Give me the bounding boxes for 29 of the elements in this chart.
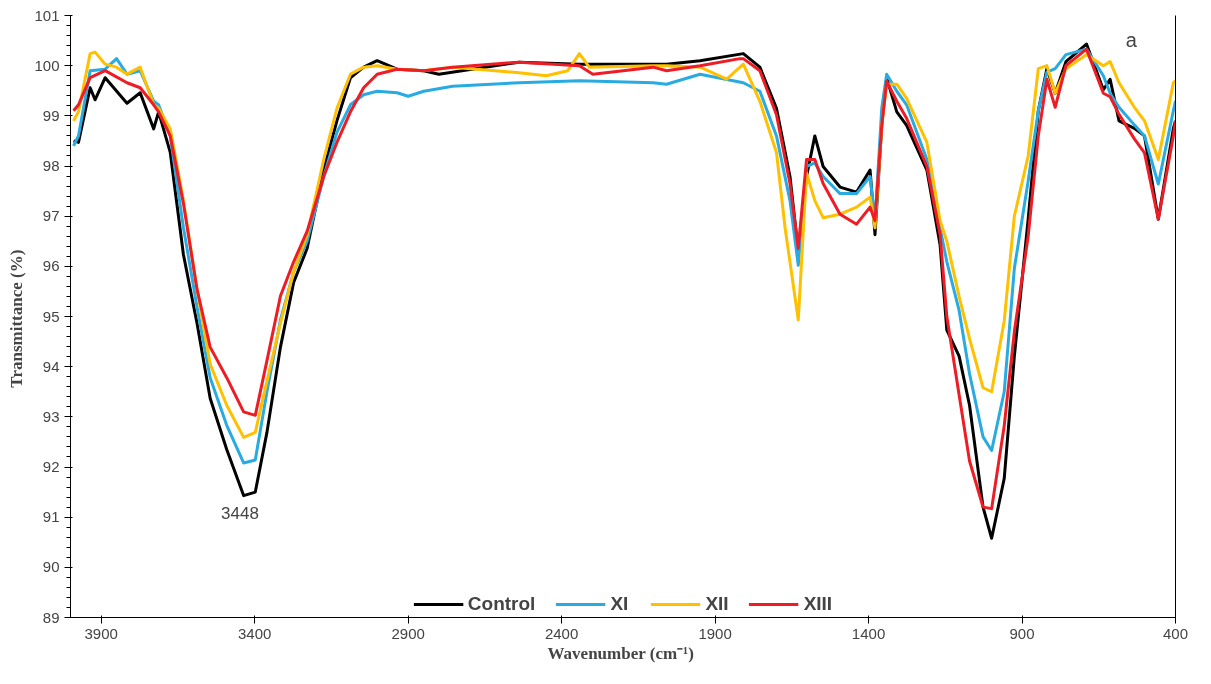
legend-label: XI	[610, 593, 630, 615]
x-tick-label: 1900	[698, 624, 732, 642]
y-tick-label: 89	[42, 608, 60, 626]
x-tick-label: 400	[1162, 624, 1189, 642]
x-axis-title: Wavenumber (cm⁻¹)	[547, 643, 694, 663]
y-axis-title: Transmittance (%)	[7, 249, 27, 388]
y-tick-label: 100	[34, 56, 60, 74]
annotation: a	[1125, 28, 1138, 51]
y-tick-label: 96	[42, 257, 60, 275]
x-tick-label: 3400	[237, 624, 272, 642]
y-tick-label: 95	[42, 307, 60, 325]
y-tick-label: 93	[42, 407, 60, 425]
y-tick-label: 101	[34, 6, 60, 24]
y-tick-label: 98	[42, 157, 60, 174]
x-tick-label: 2900	[391, 624, 425, 642]
y-tick-label: 97	[42, 207, 60, 225]
y-tick-label: 92	[42, 458, 60, 475]
y-tick-label: 94	[42, 357, 60, 375]
y-tick-label: 99	[42, 106, 60, 124]
y-tick-label: 90	[42, 558, 60, 576]
x-tick-label: 900	[1009, 624, 1035, 642]
x-tick-label: 2400	[544, 624, 579, 642]
legend-label: XII	[705, 593, 729, 615]
x-tick-label: 3900	[84, 624, 118, 642]
legend-label: Control	[467, 593, 536, 615]
y-tick-label: 91	[42, 508, 60, 526]
x-tick-label: 1400	[851, 624, 886, 642]
legend-label: XIII	[803, 593, 833, 615]
annotation: 3448	[221, 503, 259, 523]
